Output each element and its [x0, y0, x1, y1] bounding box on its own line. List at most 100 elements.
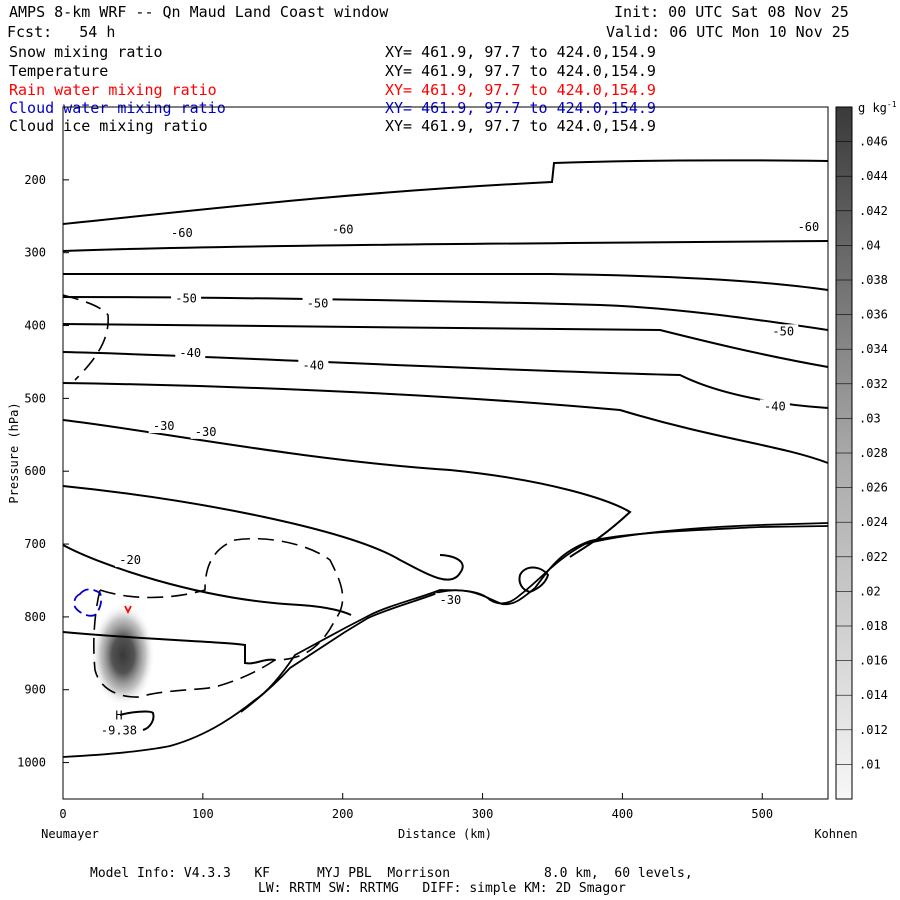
- x-tick-label: 500: [751, 807, 773, 821]
- isotherm-label-bg: [190, 424, 221, 439]
- isotherm-label: -40: [302, 359, 324, 373]
- cloud-water-contour: [73, 588, 103, 617]
- isotherm-label: -60: [171, 226, 193, 240]
- x-axis-start-location: Neumayer: [41, 827, 99, 841]
- x-tick-label: 100: [192, 807, 214, 821]
- snow-mixing-ratio-maximum: [91, 603, 155, 707]
- y-axis-ticks: 200 300 400 500 600 700 800 900 1000: [17, 173, 69, 770]
- isotherm-label: -20: [119, 553, 141, 567]
- colorbar-tick-label: .044: [859, 169, 888, 183]
- model-info-line2: LW: RRTM SW: RRTMG DIFF: simple KM: 2D S…: [258, 881, 626, 896]
- colorbar-unit: g kg-1: [858, 100, 897, 115]
- isotherm-label: -50: [307, 297, 329, 311]
- isotherm-label: -60: [332, 222, 354, 236]
- isotherm-line: [62, 485, 464, 581]
- y-tick-label: 400: [24, 319, 46, 333]
- colorbar-tick-label: .022: [859, 550, 888, 564]
- colorbar-tick-label: .046: [859, 135, 888, 149]
- colorbar-tick-label: .036: [859, 308, 888, 322]
- x-axis-ticks: 0 100 200 300 400 500: [59, 793, 773, 821]
- colorbar-tick-label: .028: [859, 446, 888, 460]
- field-xy-temperature: XY= 461.9, 97.7 to 424.0,154.9: [385, 62, 656, 80]
- valid-time: Valid: 06 UTC Mon 10 Nov 25: [606, 23, 850, 41]
- y-tick-label: 200: [24, 173, 46, 187]
- init-time: Init: 00 UTC Sat 08 Nov 25: [614, 3, 849, 21]
- y-tick-label: 900: [24, 683, 46, 697]
- field-name-temperature: Temperature: [9, 62, 109, 80]
- y-tick-label: 800: [24, 610, 46, 624]
- isotherm-label: -40: [179, 346, 201, 360]
- isotherm-line: [62, 631, 276, 665]
- x-tick-label: 300: [472, 807, 494, 821]
- colorbar-tick-label: .014: [859, 688, 888, 702]
- colorbar-tick-label: .032: [859, 377, 888, 391]
- isotherm-label-bg: [302, 296, 333, 311]
- isotherm-label-bg: [166, 226, 197, 241]
- field-name-snow: Snow mixing ratio: [9, 43, 163, 61]
- isotherm-label-bg: [171, 291, 202, 306]
- field-name-cloud-ice: Cloud ice mixing ratio: [9, 117, 208, 135]
- snow-contours: [62, 294, 344, 698]
- colorbar-tick-label: .018: [859, 619, 888, 633]
- isotherm-label: -50: [772, 324, 794, 338]
- y-tick-label: 1000: [17, 756, 46, 770]
- isotherm-label-bg: [793, 220, 824, 235]
- rain-water-mark: [124, 605, 132, 615]
- y-axis-label: Pressure (hPa): [7, 402, 21, 503]
- isotherm-line: [62, 159, 829, 225]
- colorbar-ticks: .01 .012 .014 .016 .018 .02 .022 .024 .026 .028 .0…: [836, 135, 888, 771]
- y-tick-label: 600: [24, 464, 46, 478]
- isotherm-label: -30: [440, 593, 462, 607]
- colorbar-tick-label: .024: [859, 515, 888, 529]
- temperature-minimum-value: -9.38: [101, 724, 137, 738]
- snow-contour: [93, 537, 344, 698]
- isotherm-label-bg: [148, 419, 179, 434]
- field-name-rain: Rain water mixing ratio: [9, 81, 217, 99]
- isotherm-label-bg: [327, 222, 358, 237]
- isotherm-label-bg: [115, 553, 146, 568]
- field-xy-cloud-ice: XY= 461.9, 97.7 to 424.0,154.9: [385, 117, 656, 135]
- isotherm-line: [119, 710, 155, 731]
- isotherm-label-bg: [175, 346, 206, 361]
- isotherm-labels: -60 -60 -60 -50 -50 -50 -40 -40 -40 -30 -30 -30 -20: [115, 220, 824, 608]
- isotherm-label-bg: [768, 324, 799, 339]
- field-xy-snow: XY= 461.9, 97.7 to 424.0,154.9: [385, 43, 656, 61]
- field-xy-rain: XY= 461.9, 97.7 to 424.0,154.9: [385, 81, 656, 99]
- y-tick-label: 500: [24, 391, 46, 405]
- isotherm-line: [62, 382, 829, 464]
- colorbar-tick-label: .012: [859, 723, 888, 737]
- temperature-minimum-symbol: H: [115, 709, 122, 723]
- isotherm-label: -40: [764, 399, 786, 413]
- field-name-cloud-water: Cloud water mixing ratio: [9, 99, 226, 117]
- colorbar-tick-label: .026: [859, 481, 888, 495]
- isotherm-line: [62, 323, 829, 368]
- isotherm-label-bg: [298, 358, 329, 373]
- field-xy-cloud-water: XY= 461.9, 97.7 to 424.0,154.9: [385, 99, 656, 117]
- colorbar-tick-label: .034: [859, 342, 888, 356]
- terrain-profile: [62, 522, 829, 758]
- isotherm-line: [62, 544, 352, 616]
- x-axis-label: Distance (km): [398, 827, 492, 841]
- temperature-isotherms: [62, 159, 829, 731]
- colorbar-tick-label: .04: [859, 238, 881, 252]
- plot-frame: [62, 106, 829, 800]
- isotherm-line: [62, 272, 829, 291]
- colorbar-tick-label: .038: [859, 273, 888, 287]
- colorbar-tick-label: .03: [859, 411, 881, 425]
- x-tick-label: 400: [612, 807, 634, 821]
- isotherm-label-bg: [759, 399, 790, 414]
- x-tick-label: 0: [59, 807, 66, 821]
- isotherm-label-bg: [435, 593, 466, 608]
- y-tick-label: 700: [24, 537, 46, 551]
- x-tick-label: 200: [332, 807, 354, 821]
- isotherm-line: [518, 566, 550, 594]
- model-info-line1: Model Info: V4.3.3 KF MYJ PBL Morrison 8…: [90, 866, 693, 881]
- isotherm-line: [62, 240, 829, 252]
- isotherm-label: -50: [175, 292, 197, 306]
- isotherm-line: [62, 351, 829, 409]
- colorbar-tick-label: .042: [859, 204, 888, 218]
- y-tick-label: 300: [24, 246, 46, 260]
- isotherm-line: [62, 419, 632, 558]
- isotherm-label: -30: [153, 419, 175, 433]
